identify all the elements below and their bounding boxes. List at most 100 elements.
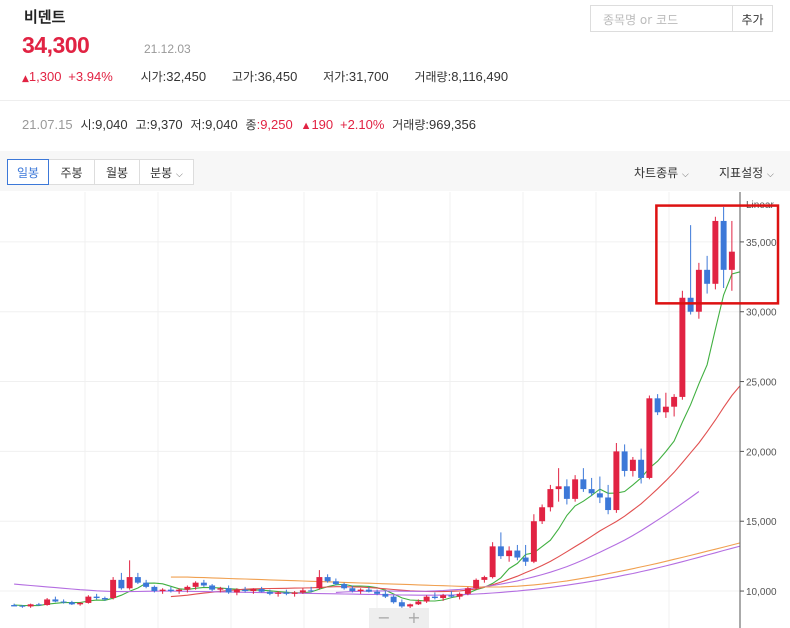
candle-body — [217, 588, 224, 590]
candle-body — [473, 579, 480, 589]
candle-body — [464, 588, 471, 594]
hover-change: 190 — [311, 117, 334, 132]
price-summary: ▲1,300 +3.94% 시가:32,450 고가:36,450 저가:31,… — [22, 68, 508, 85]
hover-change-pct: +2.10% — [339, 117, 385, 132]
stock-search-input[interactable]: 종목명 or 코드 — [590, 5, 733, 32]
hover-date: 21.07.15 — [22, 117, 73, 132]
hover-low-label: 저 — [190, 118, 202, 132]
y-tick-label: 25,000 — [746, 378, 777, 389]
candle-body — [283, 592, 290, 594]
candle-body — [720, 220, 727, 270]
candle-body — [398, 602, 405, 607]
highlight-box — [655, 204, 780, 305]
candle-body — [638, 459, 645, 478]
open-label: 시가 — [140, 70, 163, 84]
high-label: 고가 — [231, 70, 254, 84]
ma-line-orange — [170, 542, 741, 588]
low-label: 저가 — [323, 70, 346, 84]
candle-body — [646, 398, 653, 478]
candle-body — [151, 586, 158, 592]
up-arrow-icon: ▲ — [22, 74, 29, 84]
candle-body — [539, 507, 546, 522]
candle-body — [382, 593, 389, 597]
candle-body — [27, 604, 34, 607]
candle-body — [93, 596, 100, 599]
hover-close-label: 종 — [245, 118, 257, 132]
candle-body — [588, 489, 595, 494]
y-tick-label: 15,000 — [746, 517, 777, 528]
tab-monthly[interactable]: 월봉 — [95, 159, 140, 185]
candle-body — [654, 398, 661, 413]
zoom-out-button[interactable]: − — [377, 608, 391, 627]
tab-minute[interactable]: 분봉 ⌵ — [140, 159, 194, 185]
candle-body — [159, 589, 166, 592]
candle-body — [233, 589, 240, 593]
candle-body — [134, 577, 141, 583]
candle-body — [250, 588, 257, 592]
tab-weekly[interactable]: 주봉 — [49, 159, 95, 185]
candle-body — [349, 588, 356, 592]
candle-body — [126, 577, 133, 589]
zoom-controls: − + — [369, 608, 429, 628]
candle-body — [572, 479, 579, 499]
tab-daily[interactable]: 일봉 — [7, 159, 49, 185]
candle-body — [489, 546, 496, 578]
candle-body — [192, 582, 199, 587]
hover-high-label: 고 — [135, 118, 147, 132]
candle-body — [44, 599, 51, 606]
candle-body — [167, 589, 174, 592]
candle-body — [275, 592, 282, 594]
candle-body — [613, 451, 620, 511]
candle-body — [258, 588, 265, 592]
candle-body — [60, 601, 67, 603]
candle-body — [431, 596, 438, 599]
chevron-down-icon: ⌵ — [682, 170, 689, 180]
candle-body — [19, 605, 26, 607]
candlestick-chart[interactable]: Linear 35,00030,00025,00020,00015,00010,… — [0, 192, 790, 628]
candle-body — [374, 591, 381, 594]
up-arrow-icon: ▲ — [300, 120, 312, 132]
hover-volume: :969,356 — [425, 117, 476, 132]
hover-high: :9,370 — [146, 117, 183, 132]
candle-body — [184, 586, 191, 590]
candle-body — [324, 577, 331, 582]
candle-body — [308, 590, 315, 592]
candle-body — [200, 582, 207, 586]
candle-body — [621, 451, 628, 471]
candle-body — [671, 396, 678, 407]
candle-body — [415, 601, 422, 605]
ma-line-ma20 — [170, 385, 741, 598]
hover-open-label: 시 — [80, 118, 92, 132]
candle-body — [596, 493, 603, 498]
candle-body — [242, 589, 249, 592]
candle-body — [662, 406, 669, 413]
candle-body — [605, 497, 612, 511]
candle-body — [440, 595, 447, 599]
high-value: :36,450 — [253, 69, 298, 84]
candle-body — [118, 579, 125, 589]
zoom-in-button[interactable]: + — [407, 608, 421, 627]
chart-grid — [0, 192, 740, 628]
y-axis-ticks: 35,000 30,000 25,000 20,000 15,000 10,000 — [740, 238, 777, 598]
price-change: 1,300 — [28, 69, 62, 84]
add-stock-button[interactable]: 추가 — [733, 5, 773, 32]
y-tick-label: 10,000 — [746, 587, 777, 598]
candle-body — [629, 459, 636, 471]
chevron-down-icon: ⌵ — [767, 170, 774, 180]
chart-type-label: 차트종류 — [634, 166, 679, 180]
indicator-settings-dropdown[interactable]: 지표설정 ⌵ — [719, 164, 774, 181]
chart-toolbar: 일봉 주봉 월봉 분봉 ⌵ 차트종류 ⌵ 지표설정 ⌵ — [0, 151, 790, 191]
candle-body — [11, 605, 18, 607]
candle-body — [456, 593, 463, 597]
hover-volume-label: 거래량 — [392, 118, 426, 132]
candle-body — [316, 577, 323, 589]
divider — [0, 100, 790, 101]
chevron-down-icon: ⌵ — [176, 170, 183, 180]
candle-body — [225, 588, 232, 593]
candle-body — [291, 592, 298, 594]
price-change-pct: +3.94% — [68, 69, 113, 84]
volume-value: :8,116,490 — [447, 69, 509, 84]
hover-low: :9,040 — [201, 117, 238, 132]
candle-body — [299, 590, 306, 593]
chart-type-dropdown[interactable]: 차트종류 ⌵ — [634, 164, 689, 181]
